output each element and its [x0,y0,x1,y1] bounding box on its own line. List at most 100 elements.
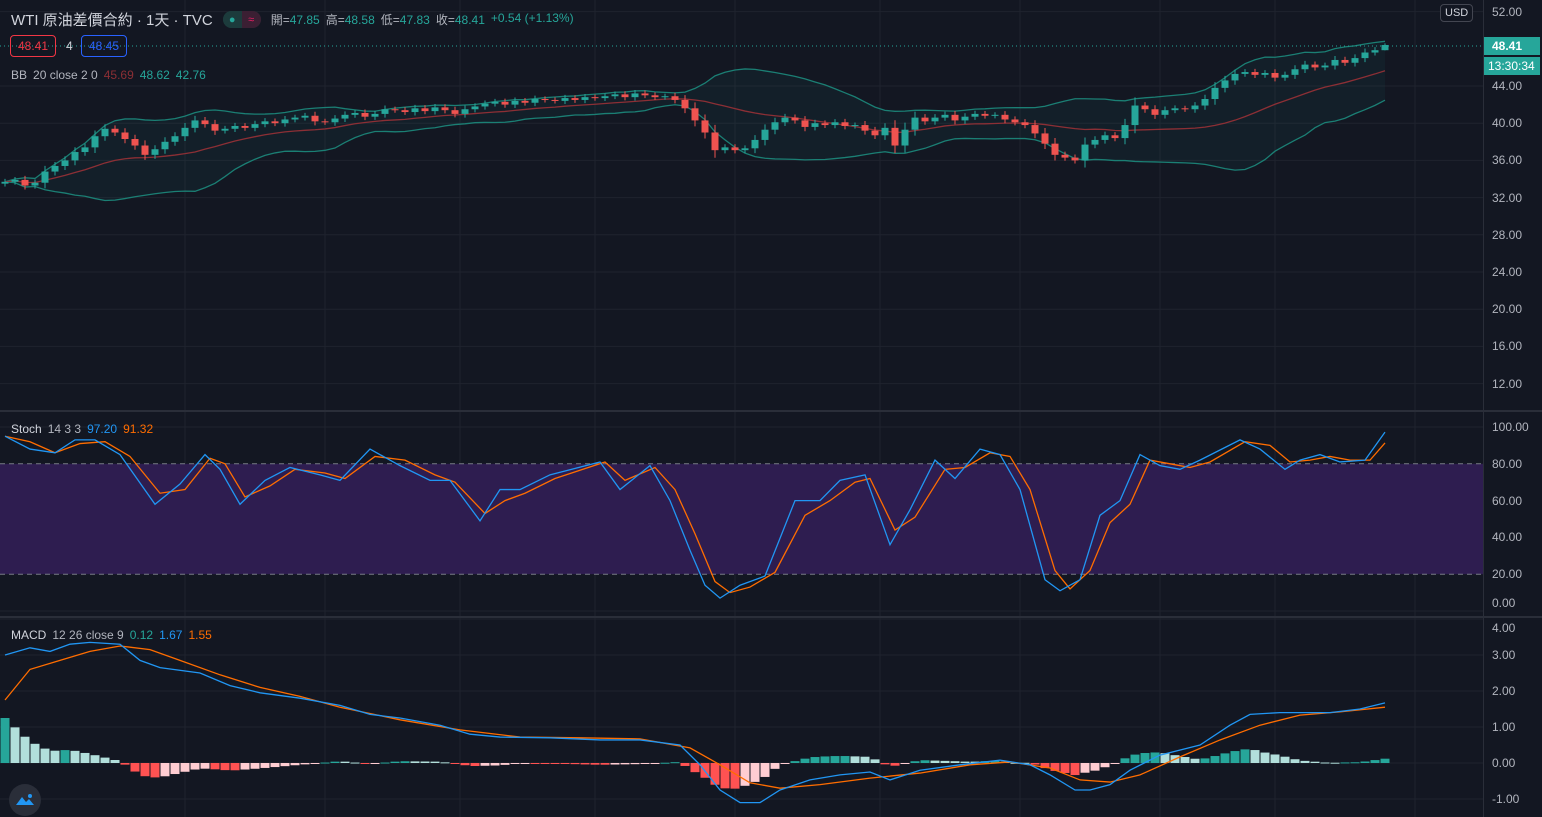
candle-body [261,121,269,125]
candle-body [401,110,409,113]
macd-histogram-bar [160,763,170,777]
macd-histogram-bar [820,756,830,763]
candle-body [761,129,769,140]
macd-histogram-bar [1220,753,1230,763]
stoch-legend[interactable]: Stoch 14 3 3 97.20 91.32 [11,422,154,436]
macd-histogram-bar [580,763,590,765]
candle-body [1201,99,1209,106]
macd-histogram-bar [50,750,60,763]
candle-body [861,125,869,131]
stoch-k-line [4,431,1386,599]
macd-histogram-bar [1050,763,1060,771]
macd-histogram-bar [540,763,550,764]
candle-body [1281,74,1289,78]
macd-histogram-bar [1230,751,1240,763]
candle-body [1081,144,1089,161]
macd-histogram-bar [490,763,500,766]
candle-body [1121,125,1129,139]
macd-histogram-bar [570,763,580,765]
macd-histogram-bar [900,763,910,764]
candle-body [961,116,969,121]
pane-separator[interactable] [0,410,1542,412]
market-status-pill[interactable]: ● ≈ [222,11,261,28]
macd-histogram-bar [620,763,630,765]
candle-body [601,96,609,99]
ohlc-values: 開=47.85 高=48.58 低=47.83 收=48.41 +0.54 (+… [270,11,574,27]
candle-body [1051,143,1059,155]
price-axis[interactable] [1483,0,1542,817]
macd-histogram-bar [870,759,880,763]
candle-body [61,160,69,166]
candle-body [1151,109,1159,115]
macd-histogram-bar [960,761,970,763]
buy-price-button[interactable]: 48.45 [81,35,128,57]
macd-histogram-bar [1140,753,1150,763]
macd-histogram-bar [10,727,20,763]
candle-body [201,120,209,125]
macd-histogram-bar [660,762,670,764]
candle-body [991,114,999,116]
bb-legend[interactable]: BB 20 close 2 0 45.69 48.62 42.76 [11,68,206,82]
candle-body [1031,125,1039,134]
candle-body [831,122,839,126]
candle-body [191,120,199,128]
macd-histogram-bar [390,761,400,763]
candle-body [631,93,639,98]
chart-plot-area[interactable] [0,0,1483,817]
macd-line [4,641,1386,804]
axis-tick-label: 2.00 [1492,684,1516,698]
macd-histogram-bar [1210,756,1220,763]
candle-body [1341,59,1349,63]
macd-histogram-bar [1060,763,1070,773]
macd-histogram-bar [1040,763,1050,769]
symbol-title[interactable]: WTI 原油差價合約 · 1天 · TVC [11,12,213,29]
candle-body [881,127,889,136]
macd-histogram-bar [1340,762,1350,764]
currency-badge[interactable]: USD [1440,4,1474,22]
axis-tick-label: 20.00 [1492,302,1523,317]
macd-histogram-bar [940,760,950,763]
price-change: +0.54 (+1.13%) [490,11,574,25]
macd-histogram-bar [830,756,840,763]
macd-histogram-bar [420,761,430,763]
macd-histogram-bar [1370,760,1380,763]
symbol-header: WTI 原油差價合約 · 1天 · TVC ● ≈ 開=47.85 高=48.5… [11,9,574,30]
candle-body [81,147,89,153]
candle-body [1291,69,1299,75]
pane-separator[interactable] [0,616,1542,618]
candle-body [221,128,229,131]
candle-body [721,147,729,151]
axis-tick-label: 36.00 [1492,153,1523,168]
bar-countdown-label: 13:30:34 [1484,57,1540,75]
macd-histogram-bar [530,763,540,764]
macd-histogram-bar [680,763,690,766]
macd-histogram-bar [500,763,510,765]
macd-histogram-bar [730,763,740,789]
axis-tick-label: 40.00 [1492,116,1523,131]
macd-histogram-bar [350,762,360,764]
macd-histogram-bar [670,762,680,764]
candle-body [11,179,19,182]
tradingview-logo-icon[interactable] [9,784,41,816]
axis-tick-label: 32.00 [1492,190,1523,205]
macd-histogram-bar [1020,762,1030,764]
candle-body [1241,72,1249,74]
macd-plot [0,641,1390,804]
candle-body [1301,64,1309,70]
candle-body [621,94,629,98]
candle-body [1251,72,1259,75]
candle-body [901,129,909,146]
macd-histogram-bar [770,763,780,769]
sell-price-button[interactable]: 48.41 [10,35,57,57]
macd-histogram-bar [710,763,720,785]
candle-body [591,97,599,99]
candle-body [971,113,979,117]
candle-body [331,118,339,123]
axis-tick-label: 4.00 [1492,621,1516,635]
macd-legend[interactable]: MACD 12 26 close 9 0.12 1.67 1.55 [11,628,212,642]
candle-body [291,117,299,120]
macd-histogram-bar [690,763,700,773]
macd-histogram-bar [850,756,860,763]
candle-body [1371,50,1379,53]
candle-body [1011,119,1019,123]
